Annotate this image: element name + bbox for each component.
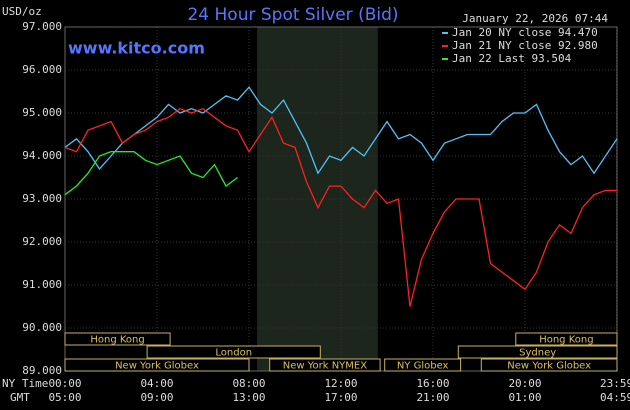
y-tick-label: 96.000 (22, 63, 62, 76)
chart-title: 24 Hour Spot Silver (Bid) (187, 5, 398, 25)
x-tick-label: 08:00 (232, 377, 265, 390)
x-tick-label: 16:00 (416, 377, 449, 390)
session-label: New York Globex (507, 361, 591, 372)
gmt-tick-label: 17:00 (324, 391, 357, 404)
y-tick-label: 89.000 (22, 364, 62, 377)
session-box (384, 358, 462, 372)
session-label: Sydney (519, 348, 556, 359)
x-tick-label: 04:00 (140, 377, 173, 390)
x-tick-label: 23:59 (600, 377, 630, 390)
session-box (146, 345, 321, 359)
legend-label: Jan 21 NY close 92.980 (452, 39, 598, 52)
session-label: New York Globex (115, 361, 199, 372)
session-box (457, 345, 618, 359)
session-box (64, 358, 250, 372)
session-box (64, 332, 171, 346)
gmt-tick-label: 04:59 (600, 391, 630, 404)
timestamp: January 22, 2026 07:44 (462, 12, 608, 25)
y-tick-label: 92.000 (22, 235, 62, 248)
x-tick-label: 12:00 (324, 377, 357, 390)
y-tick-label: 90.000 (22, 321, 62, 334)
row-label: NY Time (2, 377, 48, 390)
x-tick-label: 20:00 (508, 377, 541, 390)
gmt-tick-label: 21:00 (416, 391, 449, 404)
series-line (64, 86, 618, 175)
session-label: London (215, 348, 252, 359)
gmt-tick-label: 01:00 (508, 391, 541, 404)
session-label: New York NYMEX (283, 361, 368, 372)
x-tick-label: 00:00 (48, 377, 81, 390)
row-label: GMT (10, 391, 30, 404)
session-box (269, 358, 381, 372)
session-box (515, 332, 618, 346)
gmt-tick-label: 05:00 (48, 391, 81, 404)
y-tick-label: 91.000 (22, 278, 62, 291)
gmt-tick-label: 09:00 (140, 391, 173, 404)
legend-label: Jan 20 NY close 94.470 (452, 26, 598, 39)
session-label: NY Globex (397, 361, 449, 372)
session-box (480, 358, 618, 372)
watermark: www.kitco.com (68, 39, 205, 58)
series-line (64, 107, 617, 307)
y-tick-label: 93.000 (22, 192, 62, 205)
y-tick-label: 97.000 (22, 20, 62, 33)
session-label: Hong Kong (539, 335, 593, 346)
series-line (64, 151, 238, 196)
session-label: Hong Kong (90, 335, 144, 346)
gmt-tick-label: 13:00 (232, 391, 265, 404)
legend-label: Jan 22 Last 93.504 (452, 52, 572, 65)
y-tick-label: 95.000 (22, 106, 62, 119)
y-axis-label: USD/oz (2, 5, 42, 18)
y-tick-label: 94.000 (22, 149, 62, 162)
